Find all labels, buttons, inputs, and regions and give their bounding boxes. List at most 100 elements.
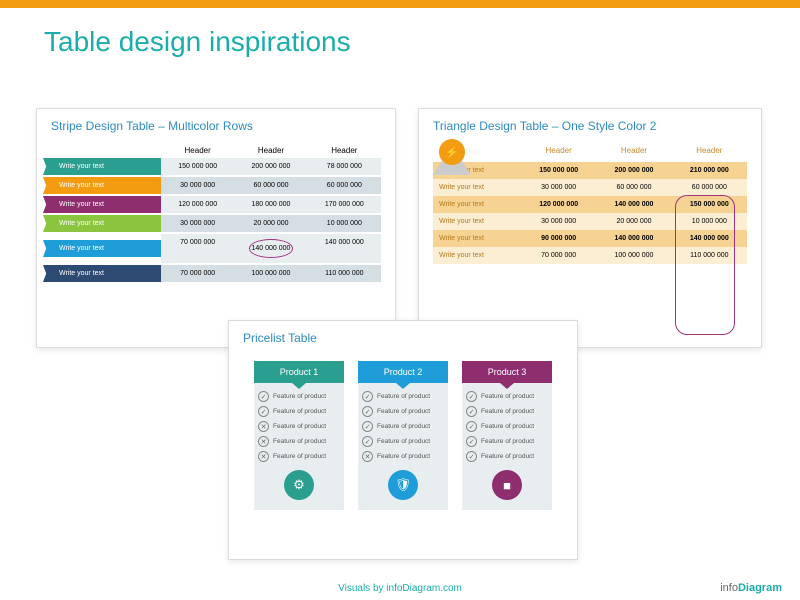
- pricelist-feature: ✓Feature of product: [362, 389, 444, 404]
- triangle-cell: 70 000 000: [521, 247, 596, 264]
- pricelist-features: ✓Feature of product✓Feature of product✓F…: [462, 383, 552, 510]
- stripe-row-cells: 150 000 000200 000 00078 000 000: [161, 158, 381, 175]
- stripe-cell: 60 000 000: [234, 177, 307, 194]
- logo: infoDiagram: [720, 582, 782, 594]
- stripe-cell: 170 000 000: [308, 196, 381, 213]
- stripe-cell: 110 000 000: [308, 265, 381, 282]
- pricelist-feature: ✓Feature of product: [466, 434, 548, 449]
- stripe-row-label: Write your text: [51, 215, 161, 232]
- stripe-cell: 120 000 000: [161, 196, 234, 213]
- triangle-row-label: Write your text: [433, 179, 521, 196]
- triangle-header-cell: Header: [596, 143, 671, 158]
- card2-title: Triangle Design Table – One Style Color …: [419, 109, 761, 143]
- triangle-row-label: Write your text: [433, 247, 521, 264]
- pricelist-feature: ✓Feature of product: [466, 419, 548, 434]
- column-highlight-circle: [675, 195, 735, 335]
- pricelist-footer-icon: ■: [492, 470, 522, 500]
- check-icon: ✓: [466, 436, 477, 447]
- stripe-cell: 60 000 000: [308, 177, 381, 194]
- triangle-cell: 140 000 000: [596, 230, 671, 247]
- pricelist-features: ✓ Feature of product ✓ Feature of product ✓ F…: [358, 383, 448, 510]
- triangle-row: Write your text150 000 000200 000 000210…: [433, 162, 747, 179]
- triangle-cell: 200 000 000: [596, 162, 671, 179]
- pricelist-features: ✓Feature of product✓Feature of product✕F…: [254, 383, 344, 510]
- check-icon: ✓: [258, 406, 269, 417]
- top-accent-bar: [0, 0, 800, 8]
- pricelist-footer-icon: 🛡: [388, 470, 418, 500]
- pricelist-feature: ✓Feature of product: [466, 389, 548, 404]
- stripe-body: Write your text150 000 000200 000 00078 …: [51, 158, 381, 282]
- stripe-row-cells: 30 000 00060 000 00060 000 000: [161, 177, 381, 194]
- page-title: Table design inspirations: [0, 8, 800, 58]
- pricelist-feature: ✓Feature of product: [466, 404, 548, 419]
- stripe-row-cells: 70 000 000100 000 000110 000 000: [161, 265, 381, 282]
- check-icon: ✓: [466, 391, 477, 402]
- pricelist-column: Product 3✓Feature of product✓Feature of …: [462, 361, 552, 510]
- feature-text: Feature of product: [377, 393, 430, 400]
- footer-text: Visuals by infoDiagram.com: [0, 583, 800, 594]
- stripe-row-label: Write your text: [51, 158, 161, 175]
- cross-icon: ✕: [258, 436, 269, 447]
- check-icon: ✓: [466, 421, 477, 432]
- check-icon: ✓: [362, 421, 373, 432]
- check-icon: ✓: [258, 391, 269, 402]
- feature-text: Feature of product: [377, 453, 430, 460]
- triangle-cell: 30 000 000: [521, 213, 596, 230]
- stripe-cell: 30 000 000: [161, 177, 234, 194]
- stripe-cell: 20 000 000: [234, 215, 307, 232]
- stripe-headers: HeaderHeaderHeader: [161, 143, 381, 158]
- triangle-row: Write your text30 000 00060 000 00060 00…: [433, 179, 747, 196]
- pricelist-feature: ✕Feature of product: [258, 419, 340, 434]
- feature-text: Feature of product: [377, 423, 430, 430]
- triangle-row-cells: 150 000 000200 000 000210 000 000: [521, 162, 747, 179]
- cross-icon: ✕: [258, 451, 269, 462]
- triangle-row-label: Write your text: [433, 230, 521, 247]
- stripe-row-cells: 70 000 000140 000 000140 000 000: [161, 234, 381, 263]
- triangle-cell: 60 000 000: [672, 179, 747, 196]
- stripe-row: Write your text30 000 00020 000 00010 00…: [51, 215, 381, 232]
- stripe-cell: 30 000 000: [161, 215, 234, 232]
- feature-text: Feature of product: [273, 393, 326, 400]
- triangle-cell: 100 000 000: [596, 247, 671, 264]
- feature-text: Feature of product: [273, 453, 326, 460]
- feature-text: Feature of product: [273, 423, 326, 430]
- stripe-row: Write your text30 000 00060 000 00060 00…: [51, 177, 381, 194]
- feature-text: Feature of product: [481, 453, 534, 460]
- triangle-cell: 60 000 000: [596, 179, 671, 196]
- triangle-cell: 30 000 000: [521, 179, 596, 196]
- triangle-cell: 20 000 000: [596, 213, 671, 230]
- feature-text: Feature of product: [273, 408, 326, 415]
- check-icon: ✓: [362, 436, 373, 447]
- pricelist-product-name: Product 1: [254, 361, 344, 383]
- stripe-row-label: Write your text: [51, 265, 161, 282]
- stripe-row: Write your text150 000 000200 000 00078 …: [51, 158, 381, 175]
- pricelist-card: Pricelist Table Product 1✓Feature of pro…: [228, 320, 578, 560]
- pricelist-column: Product 2✓Feature of product✓Feature of …: [358, 361, 448, 510]
- triangle-cell: 90 000 000: [521, 230, 596, 247]
- stripe-row-cells: 120 000 000180 000 000170 000 000: [161, 196, 381, 213]
- pricelist-feature: ✓ Feature of product: [258, 404, 340, 419]
- pricelist-column: Product 1 ✓ Feature of product ✓ Feature of …: [254, 361, 344, 510]
- pricelist-feature: ✓ Feature of product: [362, 434, 444, 449]
- stripe-cell: 70 000 000: [161, 234, 234, 263]
- cross-icon: ✕: [362, 451, 373, 462]
- feature-text: Feature of product: [273, 438, 326, 445]
- triangle-cell: 210 000 000: [672, 162, 747, 179]
- stripe-cell: 150 000 000: [161, 158, 234, 175]
- check-icon: ✓: [362, 406, 373, 417]
- feature-text: Feature of product: [377, 438, 430, 445]
- stripe-row-label: Write your text: [51, 240, 161, 257]
- stripe-row: Write your text70 000 000140 000 000140 …: [51, 234, 381, 263]
- triangle-header-cell: Header: [521, 143, 596, 158]
- triangle-table-card: Triangle Design Table – One Style Color …: [418, 108, 762, 348]
- stripe-cell: 200 000 000: [234, 158, 307, 175]
- stripe-cell: 180 000 000: [234, 196, 307, 213]
- stripe-header-cell: Header: [234, 143, 307, 158]
- check-icon: ✓: [466, 406, 477, 417]
- pricelist-feature: ✓ Feature of product: [466, 449, 548, 464]
- pricelist-feature: ✕ Feature of product: [362, 449, 444, 464]
- triangle-decor-icon: ⚡: [433, 139, 471, 177]
- check-icon: ✓: [466, 451, 477, 462]
- stripe-table: HeaderHeaderHeader Write your text150 00…: [37, 143, 395, 282]
- stripe-cell: 78 000 000: [308, 158, 381, 175]
